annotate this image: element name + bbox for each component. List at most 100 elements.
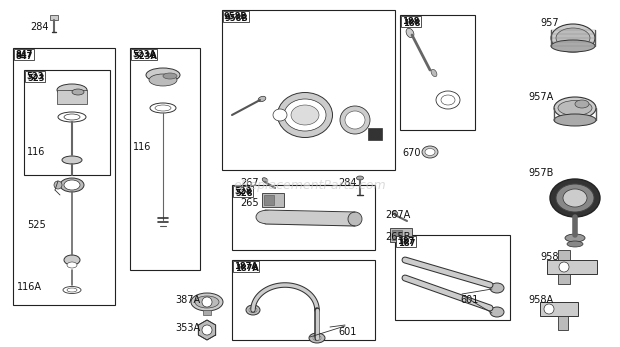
Ellipse shape [64,180,80,190]
Text: 116: 116 [27,147,45,157]
Ellipse shape [262,178,268,182]
Text: 188: 188 [402,17,419,26]
Bar [390,228,412,242]
Circle shape [202,297,212,307]
Bar [558,250,570,260]
Bar [13,48,115,305]
Circle shape [559,262,569,272]
Ellipse shape [554,114,596,126]
Text: 957A: 957A [528,92,553,102]
Text: 523: 523 [27,74,45,83]
Ellipse shape [550,179,600,217]
Text: 187: 187 [397,237,414,246]
Bar [547,260,597,274]
Bar [50,15,58,20]
Text: 670: 670 [402,148,420,158]
Ellipse shape [551,24,595,52]
Ellipse shape [64,255,80,265]
Ellipse shape [54,181,62,189]
Bar [222,10,395,170]
Ellipse shape [273,109,287,121]
Ellipse shape [284,99,326,131]
Ellipse shape [392,211,398,215]
Ellipse shape [191,293,223,311]
Text: 187: 187 [398,239,415,248]
Text: 116A: 116A [17,282,42,292]
Text: 957B: 957B [528,168,554,178]
Ellipse shape [431,69,437,77]
Text: 601: 601 [338,327,356,337]
Ellipse shape [558,101,592,116]
Ellipse shape [563,189,587,207]
Ellipse shape [246,305,260,315]
Ellipse shape [163,73,177,79]
Text: 353A: 353A [175,323,200,333]
Ellipse shape [67,288,77,292]
Text: 187A: 187A [235,264,259,273]
Bar [264,195,274,205]
Bar [400,15,475,130]
Ellipse shape [256,211,274,223]
Ellipse shape [441,95,455,105]
Bar [203,310,211,315]
Ellipse shape [356,176,363,180]
Text: 847: 847 [15,50,32,59]
Text: 284: 284 [338,178,356,188]
Ellipse shape [60,178,84,192]
Ellipse shape [565,234,585,242]
Ellipse shape [348,212,362,226]
Text: 267A: 267A [385,210,410,220]
Bar [558,274,570,284]
Bar [558,316,568,330]
Ellipse shape [67,262,77,268]
Text: 187A: 187A [234,262,258,271]
Ellipse shape [63,287,81,294]
Ellipse shape [309,333,325,343]
Text: eReplacementParts.com: eReplacementParts.com [234,178,386,192]
Ellipse shape [72,89,84,95]
Text: 958B: 958B [224,12,248,21]
Ellipse shape [195,296,219,308]
Ellipse shape [490,283,504,293]
Text: 284: 284 [30,22,48,32]
Text: 528: 528 [235,189,252,198]
Ellipse shape [345,111,365,129]
Ellipse shape [146,68,180,82]
Ellipse shape [149,74,177,86]
Ellipse shape [155,105,171,111]
Ellipse shape [490,307,504,317]
Ellipse shape [575,100,589,108]
Ellipse shape [64,114,80,120]
Bar [232,185,375,250]
Bar [24,70,110,175]
Ellipse shape [60,91,84,101]
Ellipse shape [406,28,414,38]
Text: 387A: 387A [175,295,200,305]
Text: 847: 847 [16,52,33,61]
Circle shape [202,325,212,335]
Ellipse shape [556,28,590,48]
Bar [368,128,382,140]
Ellipse shape [425,149,435,155]
Text: 523A: 523A [133,52,157,61]
Ellipse shape [58,112,86,122]
Bar [130,48,200,270]
Ellipse shape [150,103,176,113]
Ellipse shape [258,96,266,102]
Ellipse shape [313,336,321,340]
Ellipse shape [278,93,332,137]
Polygon shape [198,320,216,340]
Ellipse shape [422,146,438,158]
Bar [392,230,402,240]
Text: 957: 957 [540,18,559,28]
Circle shape [544,304,554,314]
Text: 528: 528 [234,187,252,196]
Text: 958: 958 [540,252,559,262]
Ellipse shape [249,307,257,313]
Text: 523A: 523A [132,50,156,59]
Ellipse shape [554,97,596,119]
Text: 116: 116 [133,142,151,152]
Text: 523: 523 [26,72,43,81]
Text: 265: 265 [240,198,259,208]
Text: 525: 525 [27,220,46,230]
